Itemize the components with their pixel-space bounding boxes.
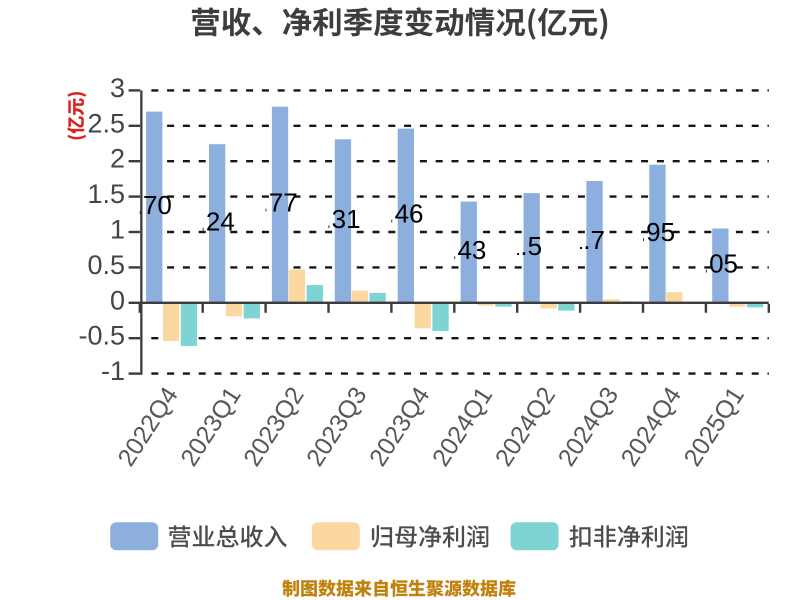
svg-text:0.5: 0.5 xyxy=(87,250,125,280)
svg-text:-1: -1 xyxy=(101,356,125,386)
svg-text:2.24: 2.24 xyxy=(184,207,235,237)
svg-text:2: 2 xyxy=(110,144,125,174)
svg-text:3: 3 xyxy=(110,73,125,103)
svg-text:1.95: 1.95 xyxy=(624,217,675,247)
svg-text:2.5: 2.5 xyxy=(87,108,125,138)
svg-text:0: 0 xyxy=(110,285,125,315)
svg-text:-0.5: -0.5 xyxy=(78,321,125,351)
svg-text:1.7: 1.7 xyxy=(569,225,605,255)
svg-text:1.5: 1.5 xyxy=(506,231,542,261)
svg-text:1.05: 1.05 xyxy=(687,249,738,279)
svg-text:1.43: 1.43 xyxy=(436,235,487,265)
svg-text:2.46: 2.46 xyxy=(373,199,424,229)
svg-text:1: 1 xyxy=(110,215,125,245)
svg-text:1.5: 1.5 xyxy=(87,179,125,209)
svg-text:2.31: 2.31 xyxy=(310,204,361,234)
svg-text:2.77: 2.77 xyxy=(247,188,298,218)
svg-text:2.70: 2.70 xyxy=(121,190,172,220)
